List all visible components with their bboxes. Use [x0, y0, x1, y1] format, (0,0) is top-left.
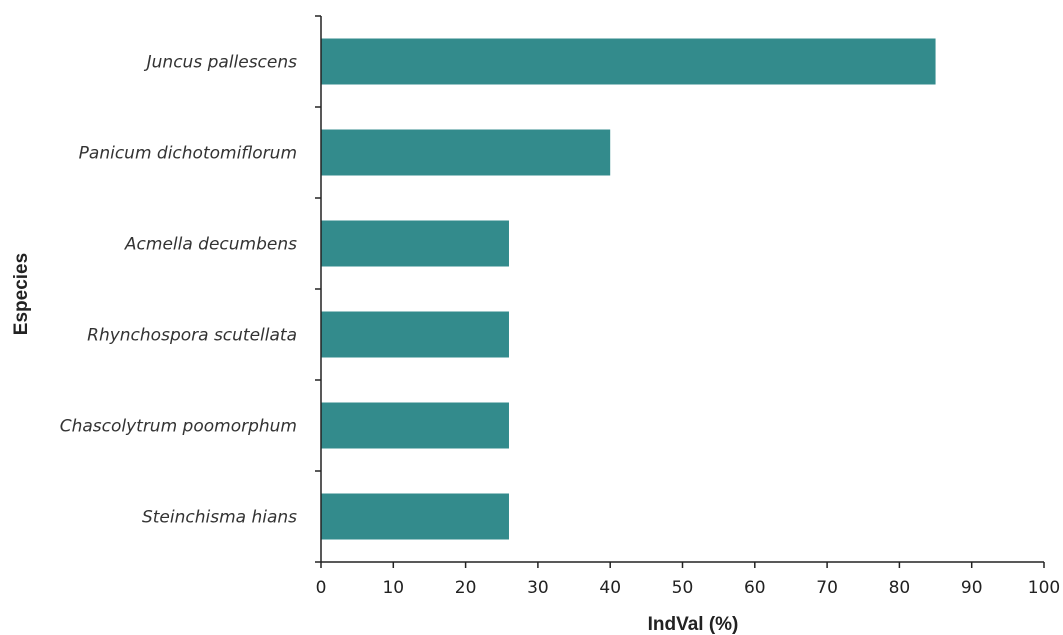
x-axis-title: IndVal (%)	[648, 614, 739, 635]
x-tick-label-40: 40	[599, 578, 621, 598]
bar-juncus-pallescens	[321, 38, 936, 85]
category-label-juncus-pallescens: Juncus pallescens	[144, 53, 297, 73]
category-label-chascolytrum-poomorphum: Chascolytrum poomorphum	[60, 417, 297, 437]
x-tick-label-20: 20	[455, 578, 477, 598]
x-tick-label-90: 90	[961, 578, 983, 598]
bar-chascolytrum-poomorphum	[321, 402, 509, 449]
category-label-panicum-dichotomiflorum: Panicum dichotomiflorum	[79, 144, 297, 164]
category-label-steinchisma-hians: Steinchisma hians	[142, 508, 297, 528]
x-axis: 0 10 20 30 40 50 60 70 80 90 100	[316, 561, 1060, 598]
bar-acmella-decumbens	[321, 220, 509, 267]
bar-panicum-dichotomiflorum	[321, 129, 611, 176]
x-tick-label-100: 100	[1028, 578, 1060, 598]
x-tick-label-70: 70	[816, 578, 838, 598]
category-labels-group: Juncus pallescens Panicum dichotomiflorum…	[60, 53, 297, 528]
y-axis-title: Especies	[11, 253, 32, 335]
x-tick-label-50: 50	[672, 578, 694, 598]
x-tick-label-30: 30	[527, 578, 549, 598]
bar-steinchisma-hians	[321, 493, 509, 540]
bar-rhynchospora-scutellata	[321, 311, 509, 358]
y-axis	[315, 15, 322, 563]
x-tick-label-80: 80	[889, 578, 911, 598]
x-tick-label-60: 60	[744, 578, 766, 598]
category-label-acmella-decumbens: Acmella decumbens	[124, 235, 297, 255]
x-tick-label-10: 10	[382, 578, 404, 598]
category-label-rhynchospora-scutellata: Rhynchospora scutellata	[87, 326, 297, 346]
bars-group	[321, 38, 936, 540]
x-tick-label-0: 0	[316, 578, 327, 598]
